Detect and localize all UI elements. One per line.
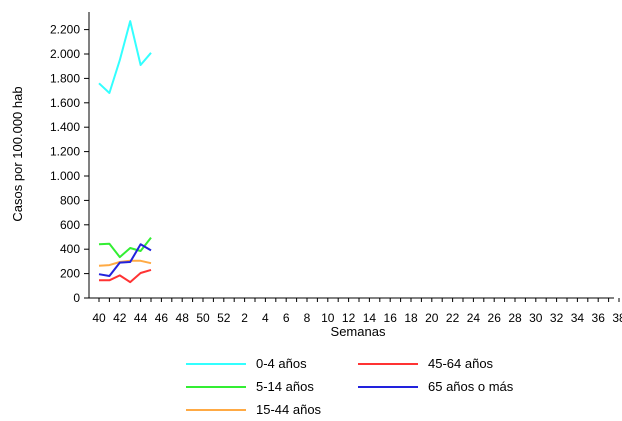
y-tick-label: 1.400 (50, 120, 80, 134)
legend-item-3: 15-44 años (186, 402, 322, 417)
x-tick-label: 6 (283, 311, 290, 325)
legend-label: 15-44 años (256, 402, 322, 417)
legend-item-5: 65 años o más (358, 379, 514, 394)
y-tick-label: 200 (60, 267, 80, 281)
y-tick-label: 0 (73, 291, 80, 305)
x-tick-label: 42 (113, 311, 127, 325)
legend-item-1: 0-4 años (186, 356, 307, 371)
y-tick-label: 2.000 (50, 47, 80, 61)
x-tick-label: 18 (404, 311, 418, 325)
x-tick-label: 38 (612, 311, 622, 325)
x-tick-label: 46 (155, 311, 169, 325)
x-tick-label: 22 (446, 311, 460, 325)
x-tick-label: 52 (217, 311, 231, 325)
x-tick-label: 44 (134, 311, 148, 325)
x-tick-label: 34 (571, 311, 585, 325)
y-tick-label: 600 (60, 218, 80, 232)
y-tick-label: 400 (60, 242, 80, 256)
y-tick-label: 1.000 (50, 169, 80, 183)
x-tick-label: 50 (196, 311, 210, 325)
series-line-4 (99, 268, 152, 284)
y-tick-label: 1.200 (50, 145, 80, 159)
x-axis: 40 42 44 46 48 50 52 2 4 6 8 10 12 14 16 18 20 22 24 26 28 30… (89, 297, 622, 325)
legend-item-4: 45-64 años (358, 356, 494, 371)
y-tick-label: 2.200 (50, 23, 80, 37)
x-tick-label: 20 (425, 311, 439, 325)
x-tick-label: 40 (92, 311, 106, 325)
y-tick-label: 800 (60, 193, 80, 207)
y-tick-label: 1.800 (50, 71, 80, 85)
x-tick-label: 36 (592, 311, 606, 325)
x-tick-label: 30 (529, 311, 543, 325)
series-line-5 (98, 243, 152, 277)
legend-item-2: 5-14 años (186, 379, 314, 394)
y-axis: 0 200 400 600 800 1.000 1.200 1.400 1.600 1.800 2.… (50, 12, 90, 305)
x-tick-label: 4 (262, 311, 269, 325)
x-tick-label: 24 (467, 311, 481, 325)
x-tick-label: 8 (304, 311, 311, 325)
x-tick-label: 2 (241, 311, 248, 325)
x-axis-title: Semanas (331, 324, 386, 339)
y-axis-title: Casos por 100.000 hab (10, 86, 25, 221)
plot-area (98, 20, 152, 284)
x-tick-label: 28 (508, 311, 522, 325)
x-tick-label: 14 (363, 311, 377, 325)
series-line-2 (98, 236, 152, 259)
legend-label: 5-14 años (256, 379, 314, 394)
x-tick-label: 12 (342, 311, 356, 325)
x-tick-label: 10 (321, 311, 335, 325)
legend: 0-4 años 5-14 años 15-44 años 45-64 años 65 … (186, 356, 514, 417)
y-tick-label: 1.600 (50, 96, 80, 110)
legend-label: 65 años o más (428, 379, 514, 394)
x-tick-label: 48 (176, 311, 190, 325)
x-tick-label: 16 (384, 311, 398, 325)
legend-label: 0-4 años (256, 356, 307, 371)
legend-label: 45-64 años (428, 356, 494, 371)
x-tick-label: 32 (550, 311, 564, 325)
series-line-1 (98, 20, 152, 94)
x-tick-label: 26 (488, 311, 502, 325)
